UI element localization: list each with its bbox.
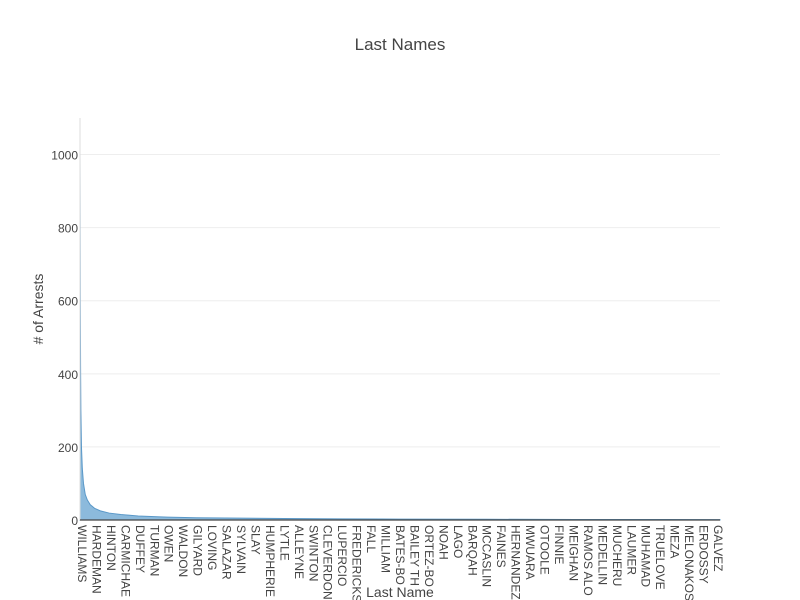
x-tick-label: MEIGHAN (567, 525, 581, 581)
y-tick-label: 400 (58, 368, 78, 382)
x-tick-label: MELONAKOS (682, 525, 696, 600)
x-tick-label: TURMAN (147, 525, 161, 576)
x-tick-label: LUPERCIO (335, 525, 349, 586)
x-tick-label: LAUMER (624, 525, 638, 575)
area-series (79, 150, 721, 521)
x-tick-label: HERNANDEZ (509, 525, 523, 600)
x-tick-label: BARQAH (465, 525, 479, 576)
x-tick-label: MILLIAM (379, 525, 393, 573)
y-tick-label: 1000 (51, 149, 78, 163)
x-tick-label: NOAH (436, 525, 450, 560)
y-tick-label: 600 (58, 295, 78, 309)
x-tick-label: FREDERICKS (350, 525, 364, 600)
x-tick-label: OWEN (162, 525, 176, 562)
y-axis-label: # of Arrests (30, 274, 46, 345)
x-tick-label: LAGO (451, 525, 465, 558)
x-tick-label: MEZA (668, 525, 682, 558)
y-tick-label: 200 (58, 441, 78, 455)
plot-area (79, 150, 721, 521)
x-tick-label: BATES-BO (393, 525, 407, 585)
x-tick-label: SLAY (249, 525, 263, 555)
x-tick-label: GILYARD (191, 525, 205, 576)
x-tick-label: ERDOSSY (697, 525, 711, 584)
x-tick-label: RAMOS ALO (581, 525, 595, 596)
x-tick-label: HUMPHERIE (263, 525, 277, 597)
x-tick-label: ALLEYNE (292, 525, 306, 579)
x-tick-label: WILLIAMS (75, 525, 89, 582)
x-axis-label: Last Name (366, 584, 434, 600)
x-tick-label: SWINTON (306, 525, 320, 581)
x-tick-label: WALDON (176, 525, 190, 577)
x-tick-label: CARMICHAE (118, 525, 132, 597)
x-tick-label: LOVING (205, 525, 219, 570)
x-tick-label: HARDEMAN (90, 525, 104, 594)
x-tick-label: BAILEY TH (408, 525, 422, 586)
x-tick-label: GALVEZ (711, 525, 725, 571)
x-tick-label: MCCASLIN (480, 525, 494, 587)
x-tick-label: FINNIE (552, 525, 566, 564)
x-tick-label: OTOOLE (538, 525, 552, 575)
chart-title: Last Names (355, 35, 446, 54)
x-tick-label: SALAZAR (220, 525, 234, 580)
x-tick-label: LYTLE (277, 525, 291, 561)
x-tick-label: MUHAMAD (639, 525, 653, 587)
x-tick-label: SYLVAIN (234, 525, 248, 574)
x-tick-label: CLEVERDON (321, 525, 335, 600)
x-tick-label: MEDELLIN (595, 525, 609, 585)
y-tick-labels: 0 200 400 600 800 1000 (51, 149, 78, 528)
x-tick-label: FAINES (494, 525, 508, 568)
x-tick-label: HINTON (104, 525, 118, 571)
x-tick-label: ORTEZ-BO (422, 525, 436, 587)
x-tick-label: MWUARA (523, 525, 537, 580)
x-tick-label: DUFFEY (133, 525, 147, 573)
x-tick-labels: WILLIAMS HARDEMAN HINTON CARMICHAE DUFFEY TUR… (75, 525, 725, 600)
y-tick-label: 800 (58, 222, 78, 236)
grid-lines (80, 154, 720, 448)
y-tick-label: 0 (71, 514, 78, 528)
x-tick-label: MUCHERU (610, 525, 624, 586)
axes (79, 118, 720, 521)
x-tick-label: FALL (364, 525, 378, 553)
x-tick-label: TRUELOVE (653, 525, 667, 590)
